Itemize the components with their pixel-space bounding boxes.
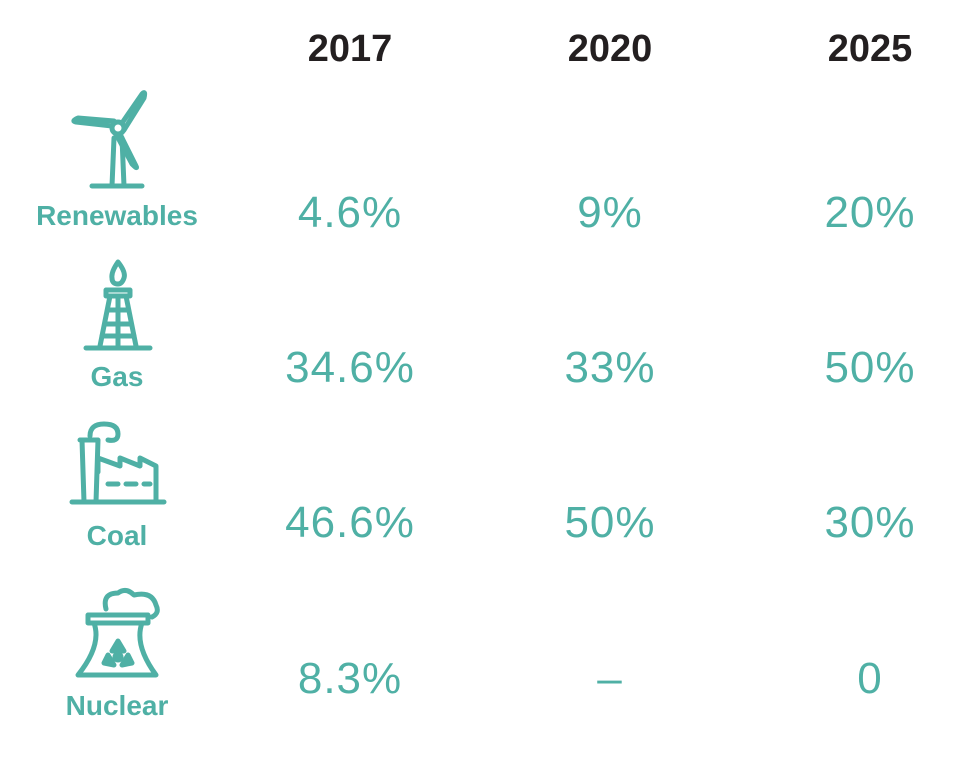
column-header-2020: 2020	[567, 28, 653, 70]
gas-2017-value: 34.6%	[285, 343, 415, 392]
gas-2020-value: 33%	[564, 343, 656, 392]
gas-2025-value: 50%	[824, 343, 916, 392]
wind-turbine-icon	[62, 88, 172, 193]
renewables-2017-value: 4.6%	[297, 188, 403, 237]
nuclear-2020-value: –	[597, 654, 623, 703]
nuclear-2025-value: 0	[857, 654, 883, 703]
column-header-2017: 2017	[307, 28, 393, 70]
row-label-coal: Coal	[86, 520, 148, 551]
column-header-2025: 2025	[827, 28, 913, 70]
factory-icon	[68, 418, 168, 510]
gas-well-icon	[82, 258, 154, 353]
renewables-2020-value: 9%	[577, 188, 643, 237]
row-label-renewables: Renewables	[36, 200, 198, 231]
row-label-nuclear: Nuclear	[65, 690, 169, 721]
coal-2025-value: 30%	[824, 498, 916, 547]
nuclear-2017-value: 8.3%	[297, 654, 403, 703]
coal-2020-value: 50%	[564, 498, 656, 547]
renewables-2025-value: 20%	[824, 188, 916, 237]
coal-2017-value: 46.6%	[285, 498, 415, 547]
nuclear-plant-icon	[72, 585, 164, 685]
row-label-gas: Gas	[90, 361, 144, 392]
